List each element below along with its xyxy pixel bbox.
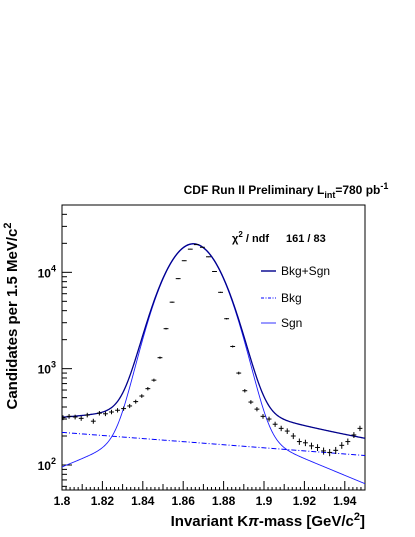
data-point [181, 260, 187, 262]
data-point [260, 414, 266, 419]
data-point [187, 248, 193, 250]
y-axis: 102 103 104 [38, 204, 72, 487]
data-point [230, 345, 236, 348]
data-point [224, 317, 230, 320]
data-point [357, 425, 363, 432]
legend-label-bkg: Bkg [281, 291, 302, 305]
data-point [62, 415, 66, 421]
data-point [321, 447, 327, 455]
y-axis-label: Candidates per 1.5 MeV/c2 [2, 222, 21, 409]
data-point [302, 439, 308, 447]
legend: Bkg+Sgn Bkg Sgn [261, 264, 330, 330]
data-point [333, 446, 339, 454]
legend-label-bkg-sgn: Bkg+Sgn [281, 264, 330, 278]
data-point [345, 438, 351, 445]
data-point [109, 409, 114, 415]
x-axis-label: Invariant Kπ-mass [GeV/c2] [171, 511, 365, 530]
data-point [139, 394, 145, 398]
x-tick-label: 1.86 [172, 494, 196, 508]
data-point [169, 301, 175, 303]
data-point [121, 406, 127, 411]
data-point [266, 416, 272, 422]
data-point [175, 278, 181, 280]
x-tick-label: 1.8 [54, 494, 71, 508]
legend-label-sgn: Sgn [281, 316, 302, 330]
data-point [103, 411, 108, 417]
data-point [115, 408, 120, 413]
data-point [218, 291, 223, 293]
data-point [72, 414, 78, 420]
plot-frame [61, 204, 366, 491]
x-tick-label: 1.88 [212, 494, 236, 508]
data-point [254, 407, 260, 412]
bkg-curve [62, 431, 365, 457]
data-point [339, 442, 345, 449]
y-tick-label: 103 [38, 360, 56, 377]
y-tick-label: 102 [38, 456, 56, 473]
data-point [96, 410, 102, 416]
x-tick-label: 1.94 [333, 494, 357, 508]
data-point [236, 371, 242, 375]
chi2-annotation: χ2 / ndf [232, 230, 269, 245]
data-point [351, 432, 357, 438]
data-point [296, 438, 302, 445]
data-points [62, 244, 363, 457]
data-point [248, 400, 254, 405]
data-point [145, 387, 151, 391]
x-tick-label: 1.84 [131, 494, 155, 508]
data-point [127, 403, 133, 409]
data-point [309, 442, 314, 450]
data-point [284, 428, 290, 434]
x-tick-label: 1.82 [91, 494, 115, 508]
data-point [315, 444, 320, 452]
data-point [66, 414, 72, 419]
data-point [133, 399, 139, 404]
data-point [242, 389, 248, 393]
chart-title: CDF Run II Preliminary Lint=780 pb-1 [184, 181, 389, 200]
data-point [199, 246, 205, 248]
data-point [157, 356, 163, 359]
data-point [212, 271, 217, 273]
data-point [78, 416, 84, 421]
y-tick-label: 104 [38, 263, 56, 280]
data-point [278, 425, 284, 432]
data-point [272, 421, 278, 427]
chi2-value: 161 / 83 [286, 233, 326, 245]
data-point [206, 256, 211, 258]
data-point [163, 327, 169, 330]
data-point [151, 378, 157, 382]
data-point [193, 244, 199, 246]
x-axis: 1.8 1.82 1.84 1.86 1.88 1.9 1.92 1.94 [54, 481, 366, 508]
x-tick-label: 1.92 [293, 494, 317, 508]
bkg-sgn-curve [62, 243, 365, 439]
data-point [327, 448, 333, 457]
data-point [290, 433, 296, 440]
data-point [90, 418, 96, 424]
x-tick-label: 1.9 [256, 494, 273, 508]
data-point [84, 412, 90, 418]
